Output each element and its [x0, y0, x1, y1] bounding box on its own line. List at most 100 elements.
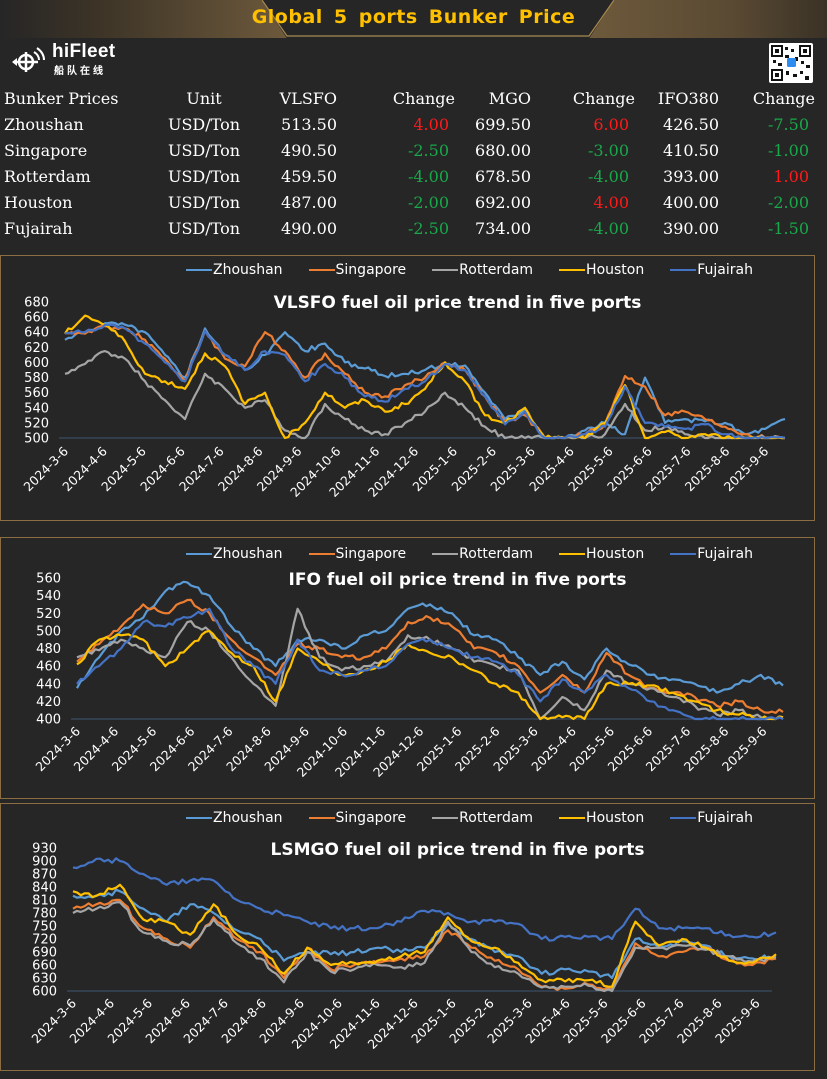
logo-subtitle: 船队在线 [54, 66, 106, 77]
legend-item-houston: Houston [559, 546, 644, 562]
legend-item-singapore: Singapore [308, 546, 406, 562]
series-line-zhoushan [72, 888, 777, 980]
line-chart: 4004204404604805005205405602024-3-62024-… [32, 572, 784, 780]
y-tick-label: 460 [36, 660, 61, 675]
cell-port-name: Houston [4, 192, 73, 212]
header-band-right [587, 0, 827, 38]
y-tick-label: 600 [24, 356, 49, 371]
legend-label: Zhoushan [213, 810, 283, 826]
legend-swatch [559, 552, 586, 556]
chart-legend: Zhoushan Singapore Rotterdam Houston Fujaira… [186, 546, 779, 562]
col-header-port: Bunker Prices [4, 88, 119, 108]
cell-ifo380-change: -7.50 [767, 114, 809, 134]
legend-swatch [186, 816, 212, 820]
chart-title: VLSFO fuel oil price trend in five ports [273, 293, 642, 313]
series-line-zhoushan [64, 321, 786, 440]
chart-title: IFO fuel oil price trend in five ports [288, 570, 627, 590]
series-line-fujairah [64, 323, 786, 440]
legend-swatch [432, 816, 459, 820]
cell-ifo380-price: 426.50 [663, 114, 719, 134]
legend-item-fujairah: Fujairah [670, 262, 753, 278]
col-header-mgo-change: Change [572, 88, 635, 108]
cell-port-name: Zhoushan [4, 114, 84, 134]
y-tick-label: 660 [24, 311, 49, 326]
cell-ifo380-price: 410.50 [663, 140, 719, 160]
cell-ifo380-change: -1.00 [767, 140, 809, 160]
cell-vlsfo-change: 4.00 [413, 114, 449, 134]
cell-mgo-change: -4.00 [587, 166, 629, 186]
table-row: Singapore USD/Ton 490.50 -2.50 680.00 -3.00 41… [0, 137, 815, 163]
y-tick-label: 620 [24, 341, 49, 356]
cell-ifo380-price: 390.00 [663, 218, 719, 238]
logo-text: hiFleet [52, 41, 116, 62]
legend-swatch [670, 816, 697, 820]
series-line-houston [72, 883, 777, 988]
col-header-unit: Unit [186, 88, 222, 108]
cell-mgo-change: 6.00 [593, 114, 629, 134]
y-tick-label: 440 [36, 677, 61, 692]
y-tick-label: 720 [32, 933, 57, 948]
table-row: Fujairah USD/Ton 490.00 -2.50 734.00 -4.00 390… [0, 215, 815, 241]
legend-item-houston: Houston [559, 262, 644, 278]
legend-item-zhoushan: Zhoushan [186, 810, 283, 826]
col-header-ifo380: IFO380 [657, 88, 719, 108]
y-tick-label: 400 [36, 713, 61, 728]
y-tick-label: 680 [24, 296, 49, 311]
y-tick-label: 520 [36, 607, 61, 622]
series-line-rotterdam [76, 607, 784, 721]
table-header-row: Bunker Prices Unit VLSFO Change MGO Chan… [0, 85, 815, 111]
series-line-singapore [72, 898, 777, 992]
bunker-price-table: Bunker Prices Unit VLSFO Change MGO Chan… [0, 85, 815, 241]
hifleet-logo: hiFleet 船队在线 [12, 41, 122, 79]
legend-swatch [308, 552, 335, 556]
cell-ifo380-change: 1.00 [773, 166, 809, 186]
header-band-center [262, 0, 614, 38]
y-tick-label: 540 [36, 589, 61, 604]
legend-label: Rotterdam [459, 810, 534, 826]
chart-title: LSMGO fuel oil price trend in five ports [270, 840, 645, 860]
cell-unit: USD/Ton [167, 192, 241, 212]
col-header-mgo: MGO [488, 88, 531, 108]
series-line-houston [64, 314, 785, 440]
y-tick-label: 500 [24, 432, 49, 447]
series-line-fujairah [76, 607, 784, 721]
series-line-houston [76, 629, 784, 721]
table-row: Rotterdam USD/Ton 459.50 -4.00 678.50 -4.00 39… [0, 163, 815, 189]
y-tick-label: 420 [36, 695, 61, 710]
cell-mgo-price: 678.50 [475, 166, 531, 186]
cell-port-name: Rotterdam [4, 166, 91, 186]
cell-port-name: Fujairah [4, 218, 73, 238]
legend-swatch [559, 268, 586, 272]
legend-label: Houston [586, 546, 645, 562]
ifo-chart-panel: Zhoushan Singapore Rotterdam Houston Fujaira… [0, 537, 815, 799]
legend-label: Zhoushan [213, 546, 283, 562]
legend-item-singapore: Singapore [308, 810, 406, 826]
ship-radar-icon [12, 47, 45, 72]
legend-item-houston: Houston [559, 810, 644, 826]
legend-label: Houston [586, 810, 645, 826]
legend-item-fujairah: Fujairah [670, 546, 753, 562]
table-row: Houston USD/Ton 487.00 -2.00 692.00 4.00 400.0… [0, 189, 815, 215]
cell-vlsfo-price: 490.50 [281, 140, 337, 160]
cell-vlsfo-change: -2.50 [407, 218, 449, 238]
series-line-singapore [76, 598, 784, 714]
header-band-border [262, 0, 614, 37]
y-tick-label: 870 [32, 868, 57, 883]
vlsfo-chart-panel: Zhoushan Singapore Rotterdam Houston Fujaira… [0, 255, 815, 521]
cell-mgo-price: 734.00 [475, 218, 531, 238]
y-tick-label: 690 [32, 946, 57, 961]
cell-ifo380-price: 393.00 [663, 166, 719, 186]
legend-swatch [308, 268, 335, 272]
cell-mgo-price: 692.00 [475, 192, 531, 212]
cell-vlsfo-price: 490.00 [281, 218, 337, 238]
qr-code-icon [769, 43, 813, 83]
cell-vlsfo-change: -4.00 [407, 166, 449, 186]
y-tick-label: 580 [24, 371, 49, 386]
legend-label: Rotterdam [459, 546, 534, 562]
legend-swatch [559, 816, 586, 820]
cell-unit: USD/Ton [167, 218, 241, 238]
y-tick-label: 560 [24, 386, 49, 401]
legend-item-rotterdam: Rotterdam [432, 546, 533, 562]
line-chart: 5005205405605806006206406606802024-3-620… [20, 296, 786, 500]
y-tick-label: 640 [24, 326, 49, 341]
